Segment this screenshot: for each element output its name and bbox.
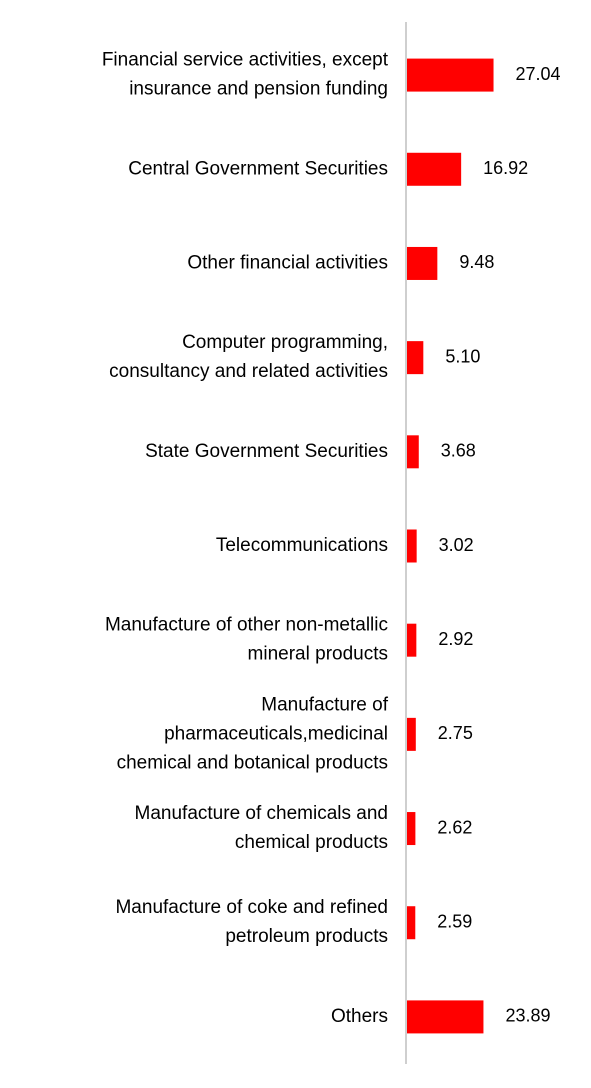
value-label: 27.04 — [516, 64, 561, 84]
value-label: 3.68 — [441, 441, 476, 461]
bar — [407, 623, 417, 657]
category-label: Other financial activities — [187, 252, 388, 273]
category-label: Manufacture of other non-metallic mineral… — [105, 615, 388, 665]
category-label: Computer programming, consultancy and rel… — [109, 332, 388, 382]
category-label: Central Government Securities — [128, 158, 388, 179]
value-label: 2.75 — [438, 723, 473, 743]
bar — [407, 152, 462, 186]
value-label: 3.02 — [439, 535, 474, 555]
bar — [407, 341, 424, 375]
bar — [407, 906, 416, 940]
bar — [407, 58, 494, 92]
bar — [407, 246, 438, 280]
category-label: Manufacture of coke and refined petroleum… — [115, 897, 388, 947]
bar — [407, 1000, 484, 1034]
value-label: 2.59 — [437, 911, 472, 931]
category-label: Financial service activities, except insu… — [102, 50, 389, 100]
category-label: Manufacture of chemicals and chemical pro… — [135, 803, 388, 853]
category-label: Others — [331, 1006, 388, 1027]
category-label: State Government Securities — [145, 441, 388, 462]
value-labels-group: 27.04 16.92 9.48 5.10 3.68 3.02 2.92 2.75 2.62 2.… — [437, 64, 560, 1026]
value-label: 16.92 — [483, 158, 528, 178]
value-label: 2.62 — [437, 817, 472, 837]
category-labels-group: Financial service activities, except insu… — [102, 50, 389, 1027]
value-label: 2.92 — [438, 629, 473, 649]
value-label: 5.10 — [445, 346, 480, 366]
bar — [407, 529, 417, 563]
value-label: 9.48 — [459, 252, 494, 272]
bar — [407, 717, 416, 751]
bar — [407, 435, 419, 469]
value-label: 23.89 — [505, 1006, 550, 1026]
bars-group — [407, 58, 494, 1034]
category-label: Telecommunications — [216, 535, 388, 556]
bar — [407, 812, 416, 846]
category-label: Manufacture of pharmaceuticals,medicinal c… — [117, 694, 389, 773]
